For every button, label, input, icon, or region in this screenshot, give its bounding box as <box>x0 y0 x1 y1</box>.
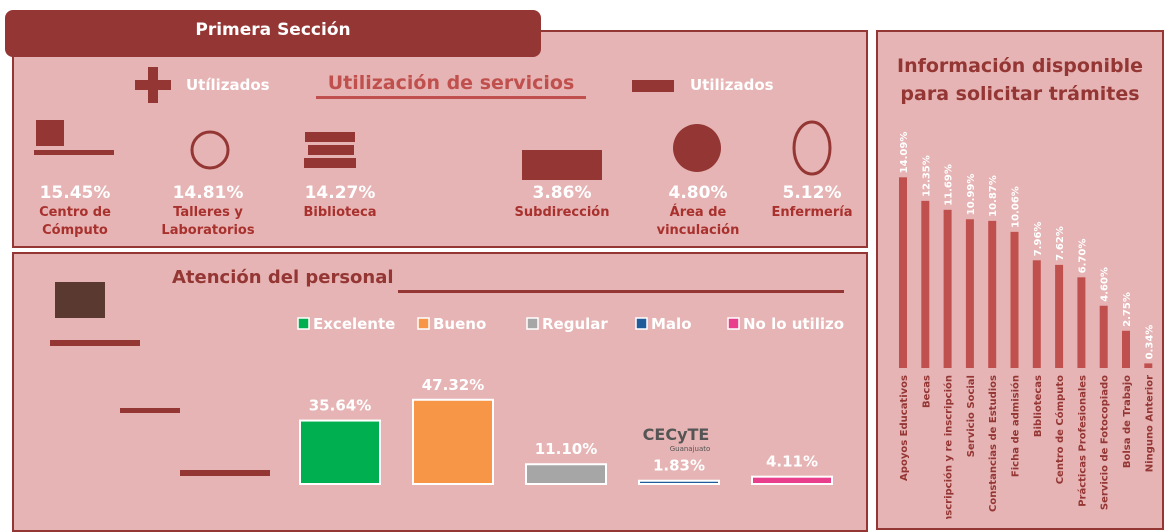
value-label: 47.32% <box>422 376 484 394</box>
category-label: Ninguno Anterior <box>1144 375 1155 472</box>
section-tab <box>5 10 541 57</box>
value-label: 14.09% <box>899 132 910 174</box>
value-label: 4.60% <box>1100 267 1111 302</box>
bar <box>751 475 833 486</box>
bar <box>1099 305 1108 368</box>
more-label: Utílizados <box>186 76 270 94</box>
page: Primera Sección Utílizados Utilización d… <box>5 10 1164 532</box>
legend-swatch <box>635 317 648 330</box>
category-label: Apoyos Educativos <box>899 375 910 481</box>
bar <box>1055 264 1064 368</box>
icon <box>304 158 356 168</box>
value-label: 1.83% <box>653 457 705 475</box>
service-percent: 4.80% <box>668 183 728 203</box>
service-percent: 14.81% <box>172 183 244 203</box>
icon <box>50 340 140 346</box>
legend-swatch <box>417 317 430 330</box>
legend-swatch <box>526 317 539 330</box>
icon <box>34 150 114 155</box>
value-label: 7.62% <box>1055 226 1066 261</box>
legend-label: Malo <box>651 315 692 333</box>
logo-sub: Guanajuato <box>669 445 711 453</box>
category-label: Becas <box>921 375 932 408</box>
service-percent: 3.86% <box>532 183 592 203</box>
value-label: 35.64% <box>309 397 371 415</box>
bar <box>299 419 381 485</box>
service-name: Biblioteca <box>303 205 377 220</box>
category-label: Centro de Cómputo <box>1054 375 1066 484</box>
category-label: Prácticas Profesionales <box>1076 375 1088 507</box>
icon <box>305 132 355 142</box>
value-label: 10.99% <box>966 174 977 216</box>
charts: 35.64% Excelente 47.32% Bueno 11.10% Regular 1… <box>34 120 1155 519</box>
service-percent: 15.45% <box>39 183 111 203</box>
bar <box>1010 231 1019 368</box>
category-label: Constancias de Estudios <box>988 375 999 512</box>
category-label: Servicio Social <box>966 375 977 457</box>
bar <box>943 209 952 368</box>
icon <box>36 120 64 146</box>
icon <box>55 282 105 318</box>
staff-panel <box>12 252 868 532</box>
icon <box>308 145 354 155</box>
icon <box>673 124 721 172</box>
icon <box>180 470 270 476</box>
bar <box>988 220 997 368</box>
value-label: 7.96% <box>1033 222 1044 257</box>
value-label: 2.75% <box>1122 292 1133 327</box>
value-label: 12.35% <box>921 155 932 197</box>
services-title: Utilización de servicios <box>316 72 586 99</box>
legend-swatch <box>297 317 310 330</box>
icon <box>522 150 602 180</box>
service-percent: 14.27% <box>304 183 376 203</box>
service-name: Centro de Cómputo <box>39 205 111 238</box>
title-rule <box>398 290 844 293</box>
category-label: Bolsa de Trabajo <box>1122 375 1133 468</box>
bar <box>965 219 974 368</box>
bar <box>1144 363 1153 368</box>
icon <box>792 120 832 176</box>
bar <box>1122 330 1130 368</box>
icons <box>34 120 832 476</box>
bar <box>899 177 907 368</box>
value-label: 0.34% <box>1144 325 1155 360</box>
value-label: 10.87% <box>988 175 999 217</box>
plus-v <box>148 67 158 103</box>
value-label: 6.70% <box>1077 239 1088 274</box>
category-label: Servicio de Fotocopiado <box>1100 375 1111 510</box>
legend-label: No lo utilizo <box>743 315 844 333</box>
value-label: 4.11% <box>766 453 818 471</box>
service-name: Subdirección <box>514 205 610 220</box>
section-title: Primera Sección <box>195 20 351 40</box>
staff-title: Atención del personal <box>172 267 394 288</box>
value-label: 10.06% <box>1011 186 1022 228</box>
bar <box>1032 260 1041 368</box>
minus <box>632 80 674 92</box>
legend-swatch <box>727 317 740 330</box>
legend-label: Excelente <box>313 315 395 333</box>
service-name: Área de vinculación <box>656 205 740 238</box>
services-panel <box>12 30 868 248</box>
category-label: Ficha de admisión <box>1010 375 1022 477</box>
bar <box>412 398 494 485</box>
logo: CECyTE <box>642 425 710 444</box>
service-name: Enfermería <box>771 205 853 220</box>
legend-label: Regular <box>542 315 608 333</box>
bar <box>638 479 720 486</box>
bar <box>921 200 930 368</box>
icon <box>190 130 230 170</box>
icon <box>120 408 180 413</box>
category-label: Bibliotecas <box>1033 375 1044 437</box>
bar <box>1077 277 1086 368</box>
legend-label: Bueno <box>433 315 486 333</box>
service-percent: 5.12% <box>782 183 842 203</box>
less-label: Utilizados <box>690 76 774 94</box>
value-label: 11.69% <box>944 164 955 206</box>
procedures-title: Información disponible para solicitar tr… <box>897 55 1143 105</box>
bar <box>525 463 607 486</box>
value-label: 11.10% <box>535 440 597 458</box>
category-label: Inscripción y re inscripción <box>943 375 955 519</box>
service-name: Talleres y Laboratorios <box>161 205 255 238</box>
